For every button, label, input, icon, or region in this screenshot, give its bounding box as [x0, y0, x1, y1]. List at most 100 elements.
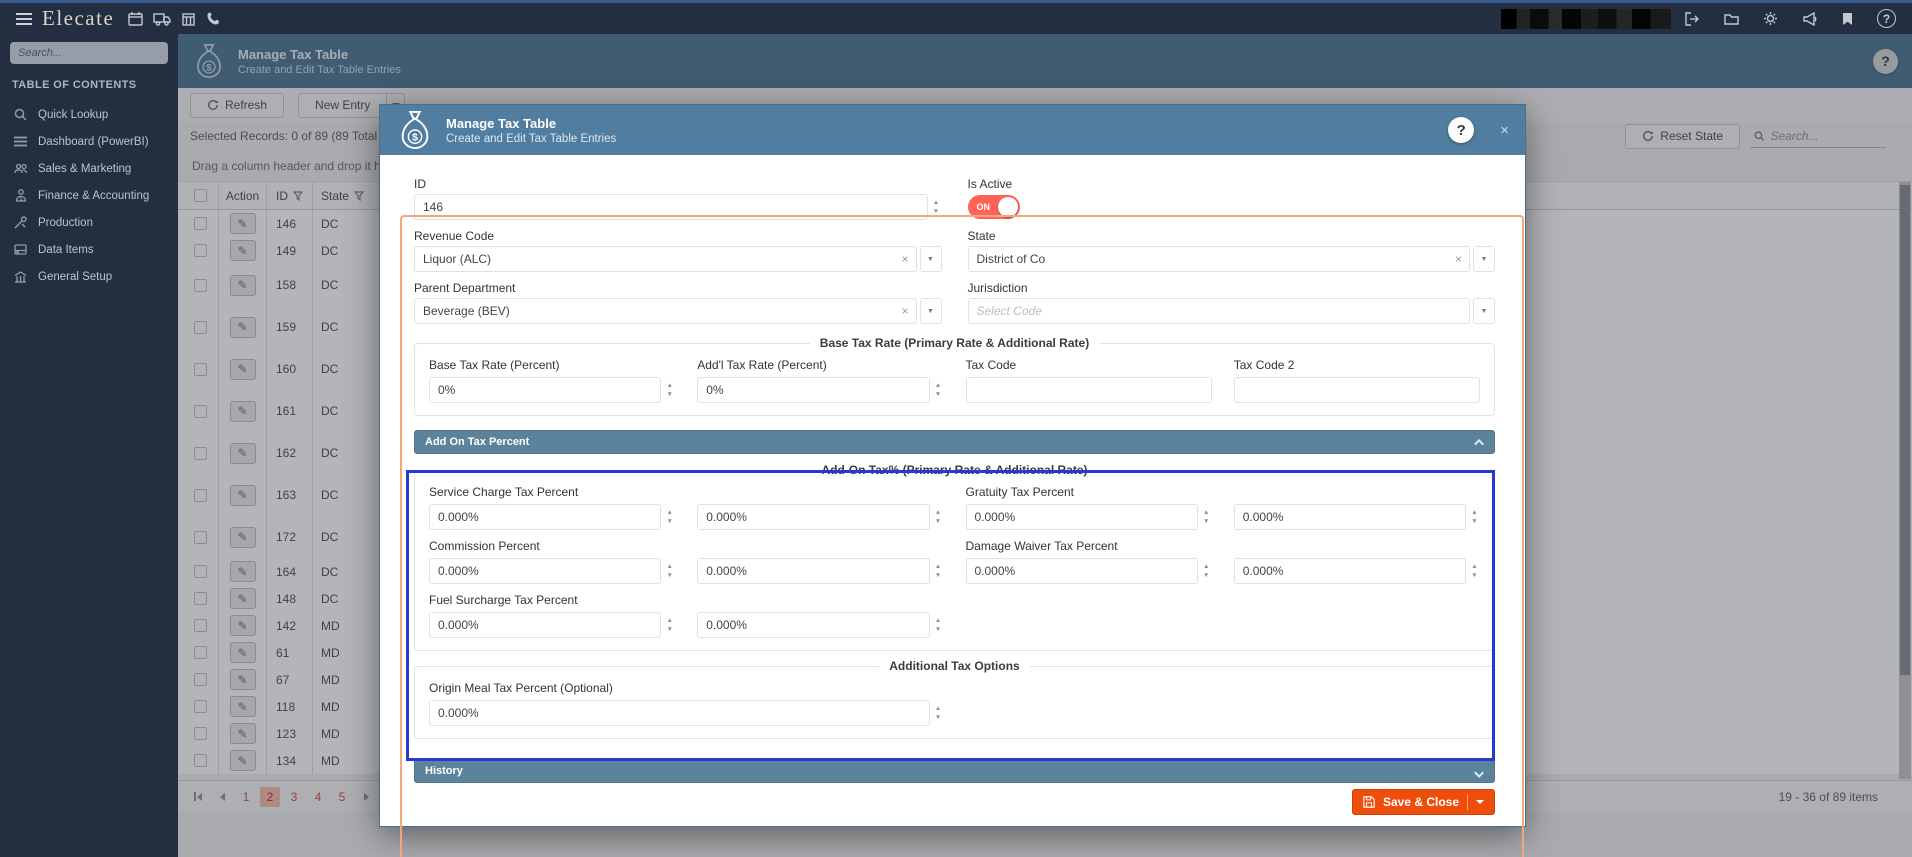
page-button[interactable]: 5 [338, 789, 346, 804]
chevron-down-icon[interactable]: ▼ [919, 298, 942, 324]
megaphone-icon[interactable] [1802, 11, 1818, 26]
refresh-button[interactable]: Refresh [190, 92, 285, 118]
tax-code-2-input[interactable] [1233, 377, 1480, 403]
row-checkbox[interactable] [194, 278, 207, 292]
reset-state-button[interactable]: Reset State [1625, 123, 1740, 149]
spinner[interactable]: ▲ ▼ [1471, 509, 1478, 525]
edit-button[interactable]: ✎ [229, 213, 256, 234]
percent-input[interactable] [1233, 558, 1466, 584]
sidebar-item-sales-marketing[interactable]: Sales & Marketing [10, 155, 168, 182]
edit-button[interactable]: ✎ [229, 615, 256, 636]
nav-help-icon[interactable]: ? [1877, 9, 1896, 28]
row-checkbox[interactable] [194, 217, 207, 230]
first-page-button[interactable] [188, 787, 208, 807]
column-id[interactable]: ID [267, 189, 312, 203]
header-checkbox[interactable] [194, 189, 207, 202]
page-button[interactable]: 4 [314, 789, 322, 804]
edit-button[interactable]: ✎ [229, 750, 256, 771]
edit-button[interactable]: ✎ [229, 400, 256, 422]
edit-button[interactable]: ✎ [229, 669, 256, 690]
row-checkbox[interactable] [194, 404, 207, 418]
spinner[interactable]: ▲ ▼ [666, 509, 673, 525]
page-help-button[interactable]: ? [1873, 48, 1898, 74]
revenue-code-combobox[interactable]: Liquor (ALC) × ▼ [414, 246, 942, 272]
spinner[interactable]: ▲ ▼ [1203, 563, 1210, 579]
sidebar-item-quick-lookup[interactable]: Quick Lookup [10, 101, 168, 128]
edit-button[interactable]: ✎ [229, 442, 256, 464]
spinner[interactable]: ▲ ▼ [934, 617, 942, 633]
save-close-button[interactable]: Save & Close [1351, 789, 1495, 815]
row-checkbox[interactable] [194, 446, 207, 460]
history-panel-header[interactable]: History [414, 759, 1495, 783]
chevron-down-icon[interactable]: ▼ [1473, 246, 1495, 272]
percent-input[interactable] [697, 377, 930, 403]
sidebar-item-dashboard[interactable]: Dashboard (PowerBI) [10, 128, 168, 155]
spinner[interactable]: ▲ ▼ [934, 705, 942, 721]
filter-icon[interactable] [354, 190, 365, 201]
edit-button[interactable]: ✎ [229, 723, 256, 744]
next-page-button[interactable] [356, 787, 376, 807]
row-checkbox[interactable] [194, 488, 207, 502]
grid-search-input[interactable] [1770, 128, 1882, 143]
edit-button[interactable]: ✎ [229, 240, 256, 261]
modal-help-button[interactable]: ? [1448, 117, 1475, 143]
calendar-icon[interactable] [128, 11, 143, 26]
tax-code-input[interactable] [965, 377, 1212, 403]
chevron-down-icon[interactable]: ▼ [1473, 298, 1495, 324]
phone-icon[interactable] [206, 11, 221, 26]
state-combobox[interactable]: District of Co × ▼ [967, 246, 1495, 272]
edit-button[interactable]: ✎ [229, 358, 256, 380]
clear-icon[interactable]: × [901, 252, 909, 266]
chevron-down-icon[interactable]: ▼ [919, 246, 942, 272]
spinner[interactable]: ▲ ▼ [1471, 563, 1478, 579]
menu-icon[interactable] [16, 12, 32, 25]
percent-input[interactable] [429, 377, 662, 403]
edit-button[interactable]: ✎ [229, 316, 256, 338]
edit-button[interactable]: ✎ [229, 696, 256, 717]
jurisdiction-select[interactable]: Select Code ▼ [967, 298, 1495, 324]
edit-button[interactable]: ✎ [229, 561, 256, 582]
sidebar-item-production[interactable]: Production [10, 209, 168, 236]
row-checkbox[interactable] [194, 592, 207, 605]
row-checkbox[interactable] [194, 530, 207, 544]
logout-icon[interactable] [1685, 11, 1700, 26]
row-checkbox[interactable] [194, 646, 207, 659]
folder-icon[interactable] [1724, 12, 1739, 25]
spinner[interactable]: ▲ ▼ [666, 382, 673, 398]
addon-panel-header[interactable]: Add On Tax Percent [414, 430, 1495, 454]
parent-department-combobox[interactable]: Beverage (BEV) × ▼ [414, 298, 942, 324]
sidebar-item-general-setup[interactable]: General Setup [10, 263, 168, 290]
edit-button[interactable]: ✎ [229, 642, 256, 663]
modal-header[interactable]: $ Manage Tax Table Create and Edit Tax T… [380, 105, 1525, 155]
page-button-current[interactable]: 2 [260, 786, 280, 807]
sidebar-item-finance-accounting[interactable]: $ Finance & Accounting [10, 182, 168, 209]
clear-icon[interactable]: × [1454, 252, 1462, 266]
page-button[interactable]: 1 [242, 789, 250, 804]
gear-icon[interactable] [1763, 11, 1778, 26]
percent-input[interactable] [429, 700, 930, 726]
bookmark-icon[interactable] [1842, 12, 1853, 26]
spinner[interactable]: ▲ ▼ [934, 509, 942, 525]
edit-button[interactable]: ✎ [229, 484, 256, 506]
sidebar-search-input[interactable] [10, 42, 168, 64]
percent-input[interactable] [697, 504, 930, 530]
percent-input[interactable] [697, 612, 930, 638]
modal-close-button[interactable]: × [1500, 121, 1509, 139]
new-entry-button[interactable]: New Entry [298, 92, 388, 118]
column-state[interactable]: State [313, 189, 393, 203]
clear-icon[interactable]: × [901, 304, 909, 318]
spinner[interactable]: ▲ ▼ [934, 563, 942, 579]
truck-icon[interactable] [153, 12, 171, 26]
vertical-scrollbar[interactable] [1899, 182, 1911, 779]
page-button[interactable]: 3 [290, 789, 298, 804]
id-spinner[interactable]: ▲ ▼ [932, 199, 940, 215]
percent-input[interactable] [965, 558, 1198, 584]
building-icon[interactable] [181, 12, 196, 26]
edit-button[interactable]: ✎ [229, 526, 256, 548]
percent-input[interactable] [965, 504, 1198, 530]
id-input[interactable] [414, 194, 928, 220]
column-action[interactable]: Action [225, 188, 260, 203]
percent-input[interactable] [1233, 504, 1466, 530]
edit-button[interactable]: ✎ [229, 274, 256, 296]
spinner[interactable]: ▲ ▼ [1203, 509, 1210, 525]
